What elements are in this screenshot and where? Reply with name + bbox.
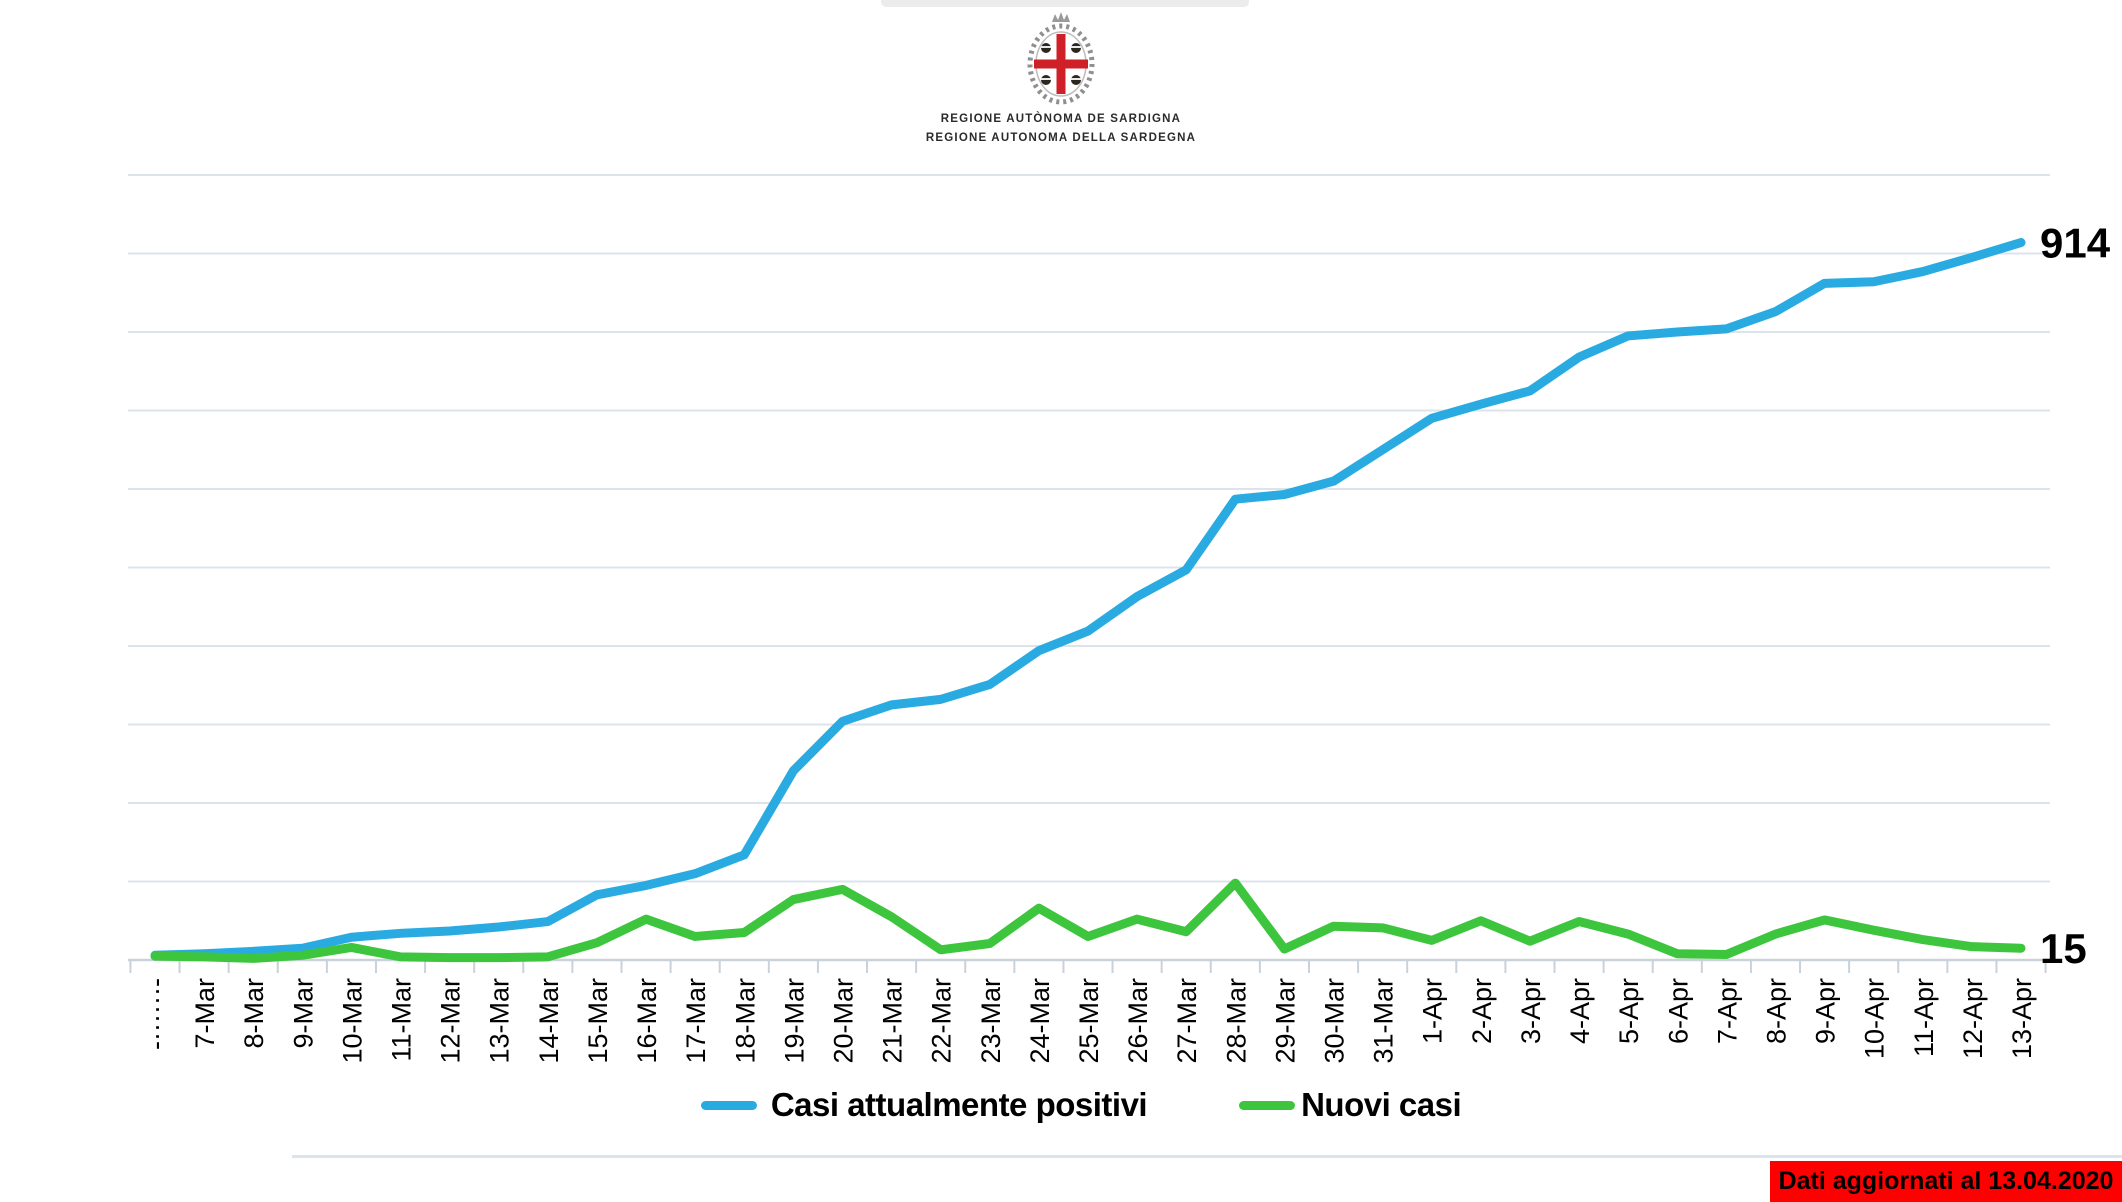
region-logo: REGIONE AUTÒNOMA DE SARDIGNA REGIONE AUT…: [0, 10, 2122, 148]
x-axis-label: 5-Apr: [1614, 978, 1644, 1044]
x-axis-label: 11-Apr: [1909, 978, 1939, 1057]
x-axis-label: 28-Mar: [1221, 978, 1251, 1064]
x-axis-label: 24-Mar: [1025, 978, 1055, 1064]
series-end-value-label: 15: [2040, 925, 2087, 972]
x-axis-label: 19-Mar: [779, 978, 809, 1064]
series-end-value-label: 914: [2040, 220, 2111, 267]
x-axis-label: 14-Mar: [534, 978, 564, 1064]
legend-line-swatch-green: [1239, 1100, 1296, 1110]
x-axis-label: 10-Mar: [337, 978, 367, 1064]
legend-line-swatch-blue: [700, 1100, 757, 1110]
sardinia-coat-of-arms-icon: [1027, 12, 1095, 105]
x-axis-label: 13-Apr: [2007, 978, 2037, 1059]
logo-text-line2: REGIONE AUTONOMA DELLA SARDEGNA: [925, 132, 1197, 144]
x-axis-label: 2-Apr: [1467, 978, 1497, 1044]
x-axis-label: 23-Mar: [976, 978, 1006, 1064]
legend-label: Nuovi casi: [1301, 1086, 1462, 1123]
x-axis-label: 9-Apr: [1811, 978, 1841, 1044]
x-axis-label: 20-Mar: [828, 978, 858, 1064]
x-axis-label: 1-Apr: [1418, 978, 1448, 1044]
x-axis-label: 17-Mar: [681, 978, 711, 1064]
x-axis-label: 15-Mar: [583, 978, 613, 1064]
x-axis-label: 10-Apr: [1860, 978, 1890, 1059]
x-axis-label: 22-Mar: [927, 978, 957, 1064]
x-axis-label: 8-Apr: [1761, 978, 1791, 1044]
x-axis-label: 9-Mar: [288, 978, 318, 1049]
legend-item-nuovi-casi[interactable]: Nuovi casi: [1239, 1086, 1462, 1124]
x-axis-label: 3-Apr: [1516, 978, 1546, 1044]
cropped-top-bar: [881, 0, 1249, 7]
x-axis-label: 7-Mar: [190, 978, 220, 1049]
x-axis-label: 8-Mar: [239, 978, 269, 1049]
series-line-nuovi-casi: [150, 878, 2026, 963]
x-axis-label: 26-Mar: [1123, 978, 1153, 1064]
legend-item-casi-attualmente-positivi[interactable]: Casi attualmente positivi: [700, 1086, 1148, 1124]
x-axis-label: 7-Apr: [1712, 978, 1742, 1044]
data-updated-badge: Dati aggiornati al 13.04.2020: [1770, 1161, 2122, 1202]
x-axis-label: -······-: [141, 978, 171, 1050]
x-axis-label: 21-Mar: [878, 978, 908, 1064]
chart-legend: Casi attualmente positivi Nuovi casi: [0, 1086, 2122, 1124]
x-axis-label: 16-Mar: [632, 978, 662, 1064]
footer-separator-line: [292, 1155, 2122, 1158]
x-axis-label: 18-Mar: [730, 978, 760, 1064]
x-axis-label: 12-Mar: [436, 978, 466, 1064]
x-axis-label: 27-Mar: [1172, 978, 1202, 1064]
x-axis-label: 31-Mar: [1369, 978, 1399, 1064]
legend-label: Casi attualmente positivi: [770, 1086, 1148, 1123]
x-axis-label: 25-Mar: [1074, 978, 1104, 1064]
x-axis-label: 11-Mar: [387, 978, 417, 1062]
x-axis-label: 29-Mar: [1270, 978, 1300, 1064]
x-axis-label: 6-Apr: [1663, 978, 1693, 1044]
series-line-casi-attualmente-positivi: [150, 238, 2026, 960]
x-axis-label: 30-Mar: [1320, 978, 1350, 1064]
x-axis-label: 13-Mar: [485, 978, 515, 1064]
x-axis-label: 12-Apr: [1958, 978, 1988, 1059]
logo-text-line1: REGIONE AUTÒNOMA DE SARDIGNA: [940, 113, 1182, 125]
x-axis-label: 4-Apr: [1565, 978, 1595, 1044]
